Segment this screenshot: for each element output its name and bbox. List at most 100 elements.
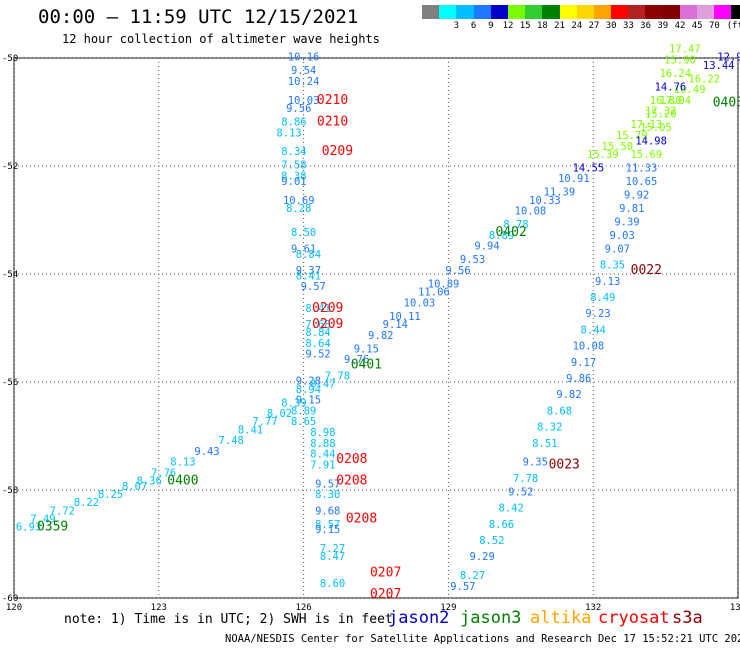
wave-height-label: 9.56 <box>286 103 311 115</box>
pass-time-label: 0208 <box>346 511 377 526</box>
wave-height-label: 8.47 <box>320 551 345 563</box>
wave-height-label: 15.05 <box>640 122 672 134</box>
wave-height-label: 9.37 <box>296 265 321 277</box>
wave-height-label: 8.89 <box>489 230 514 242</box>
wave-height-label: 9.39 <box>614 216 639 228</box>
legend-item-jason2: jason2 <box>388 608 450 628</box>
pass-time-label: 0208 <box>336 452 367 467</box>
wave-height-label: 9.03 <box>610 230 635 242</box>
wave-height-label: 15.90 <box>664 54 696 66</box>
wave-height-label: 10.08 <box>515 206 547 218</box>
wave-height-label: 15.79 <box>616 130 648 142</box>
wave-height-label: 9.57 <box>301 281 326 293</box>
colorbar-label: 30 <box>605 21 617 31</box>
legend-item-s3a: s3a <box>672 608 703 628</box>
wave-height-label: 7.72 <box>50 505 75 517</box>
wave-height-label: 8.35 <box>600 260 625 272</box>
pass-time-label: 0210 <box>317 115 348 130</box>
wave-height-label: 10.08 <box>573 341 605 353</box>
wave-height-label: 10.24 <box>288 76 320 88</box>
wave-height-label: 8.49 <box>590 292 615 304</box>
wave-height-label: 9.15 <box>296 395 321 407</box>
wave-height-label: 13.44 <box>703 60 735 72</box>
colorbar-swatch <box>576 5 594 19</box>
pass-time-label: 0209 <box>312 301 343 316</box>
wave-height-label: 8.44 <box>581 324 606 336</box>
wave-height-label: 9.14 <box>383 319 408 331</box>
wave-height-label: 8.32 <box>537 422 562 434</box>
wave-height-label: 9.13 <box>595 276 620 288</box>
colorbar-label: 21 <box>554 21 566 31</box>
wave-height-label: 9.43 <box>194 446 219 458</box>
chart-subtitle: 12 hour collection of altimeter wave hei… <box>62 32 380 46</box>
colorbar-label: 36 <box>640 21 652 31</box>
x-tick-label: 123 <box>151 603 167 613</box>
wave-height-label: 16.49 <box>674 84 706 96</box>
colorbar-label: 39 <box>657 21 669 31</box>
x-tick-label: 126 <box>295 603 311 613</box>
colorbar-swatch <box>559 5 577 19</box>
wave-height-label: 9.28 <box>296 376 321 388</box>
pass-time-label: 0402 <box>495 225 526 240</box>
wave-height-label: 8.98 <box>310 427 335 439</box>
wave-height-label: 8.41 <box>238 424 263 436</box>
wave-height-label: 11.39 <box>544 187 576 199</box>
colorbar-label: 27 <box>588 21 600 31</box>
wave-height-label: 8.84 <box>305 327 330 339</box>
wave-height-label: 10.03 <box>288 95 320 107</box>
wave-height-label: 8.42 <box>498 503 523 515</box>
wave-height-label: 9.82 <box>556 389 581 401</box>
wave-height-label: 8.66 <box>489 519 514 531</box>
wave-height-label: 9.54 <box>291 65 316 77</box>
wave-height-label: 10.89 <box>428 279 460 291</box>
colorbar-label: 18 <box>536 21 548 31</box>
wave-height-label: 16.22 <box>688 73 720 85</box>
wave-height-label: 8.78 <box>503 219 528 231</box>
wave-height-label: 8.44 <box>310 449 335 461</box>
wave-height-label: 8.89 <box>291 405 316 417</box>
wave-height-label: 9.57 <box>450 581 475 593</box>
wave-height-label: 12.95 <box>717 52 740 64</box>
y-tick-label: -58 <box>2 486 18 496</box>
x-tick-label: 129 <box>440 603 456 613</box>
wave-height-label: 8.60 <box>320 578 345 590</box>
pass-time-label: 0022 <box>631 263 662 278</box>
wave-height-label: 10.65 <box>626 176 658 188</box>
colorbar-swatch <box>439 5 457 19</box>
wave-height-label: 8.47 <box>310 378 335 390</box>
pass-time-label: 0209 <box>322 144 353 159</box>
wave-height-label: 7.27 <box>320 543 345 555</box>
wave-height-label: 15.20 <box>645 108 677 120</box>
colorbar-label: 9 <box>488 21 494 31</box>
wave-height-label: 10.91 <box>558 173 590 185</box>
wave-height-label: 9.61 <box>291 243 316 255</box>
y-tick-label: -56 <box>2 378 18 388</box>
colorbar-swatch <box>628 5 646 19</box>
wave-height-label: 7.49 <box>30 513 55 525</box>
wave-height-label: 9.15 <box>315 524 340 536</box>
wave-height-label: 8.36 <box>136 476 161 488</box>
wave-height-label: 17.32 <box>645 106 677 118</box>
wave-height-label: 8.51 <box>532 438 557 450</box>
colorbar-swatch <box>593 5 612 19</box>
wave-height-label: 15.39 <box>587 149 619 161</box>
colorbar-label: 42 <box>674 21 686 31</box>
wave-height-label: 7.48 <box>219 435 244 447</box>
wave-height-label: 15.69 <box>630 149 662 161</box>
colorbar-label: 24 <box>571 21 583 31</box>
wave-height-label: 8.94 <box>296 384 321 396</box>
wave-height-label: 8.13 <box>276 127 301 139</box>
wave-height-label: 8.52 <box>479 535 504 547</box>
wave-height-label: 7.77 <box>252 416 277 428</box>
y-tick-label: -60 <box>2 594 18 604</box>
wave-height-label: 9.56 <box>445 265 470 277</box>
chart-title: 00:00 – 11:59 UTC 12/15/2021 <box>38 6 359 28</box>
wave-height-label: 9.81 <box>619 203 644 215</box>
colorbar-label: 33 <box>622 21 634 31</box>
wave-height-label: 9.52 <box>305 349 330 361</box>
wave-height-label: 8.57 <box>315 519 340 531</box>
wave-height-label: 8.41 <box>296 270 321 282</box>
note-text: note: 1) Time is in UTC; 2) SWH is in fe… <box>64 612 393 627</box>
wave-height-label: 14.76 <box>655 81 687 93</box>
pass-time-label: 0210 <box>317 93 348 108</box>
